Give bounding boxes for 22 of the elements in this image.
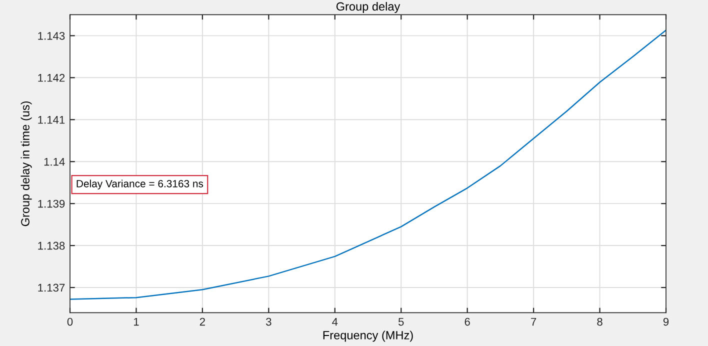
- x-tick-label: 1: [134, 318, 139, 326]
- y-axis-title: Group delay in time (us): [20, 101, 32, 226]
- y-tick-label: 1.141: [38, 116, 65, 124]
- y-tick-label: 1.142: [38, 74, 65, 82]
- x-tick-label: 6: [464, 318, 470, 326]
- x-tick-label: 9: [663, 318, 669, 326]
- line-series: [70, 30, 666, 300]
- chart-title: Group delay: [336, 2, 400, 13]
- x-tick-label: 3: [266, 318, 272, 326]
- annotation: Delay Variance = 6.3163 ns: [76, 180, 204, 190]
- x-tick-label: 2: [200, 318, 205, 326]
- y-tick-label: 1.137: [38, 284, 65, 292]
- y-tick-label: 1.14: [44, 158, 65, 166]
- y-tick-label: 1.139: [38, 200, 65, 208]
- x-tick-label: 0: [67, 318, 73, 326]
- y-tick-label: 1.143: [38, 32, 65, 40]
- y-tick-label: 1.138: [38, 242, 65, 250]
- x-tick-label: 8: [597, 318, 602, 326]
- x-tick-label: 5: [398, 318, 404, 326]
- x-tick-label: 7: [531, 318, 536, 326]
- x-tick-label: 4: [332, 318, 338, 326]
- x-axis-title: Frequency (MHz): [323, 330, 413, 342]
